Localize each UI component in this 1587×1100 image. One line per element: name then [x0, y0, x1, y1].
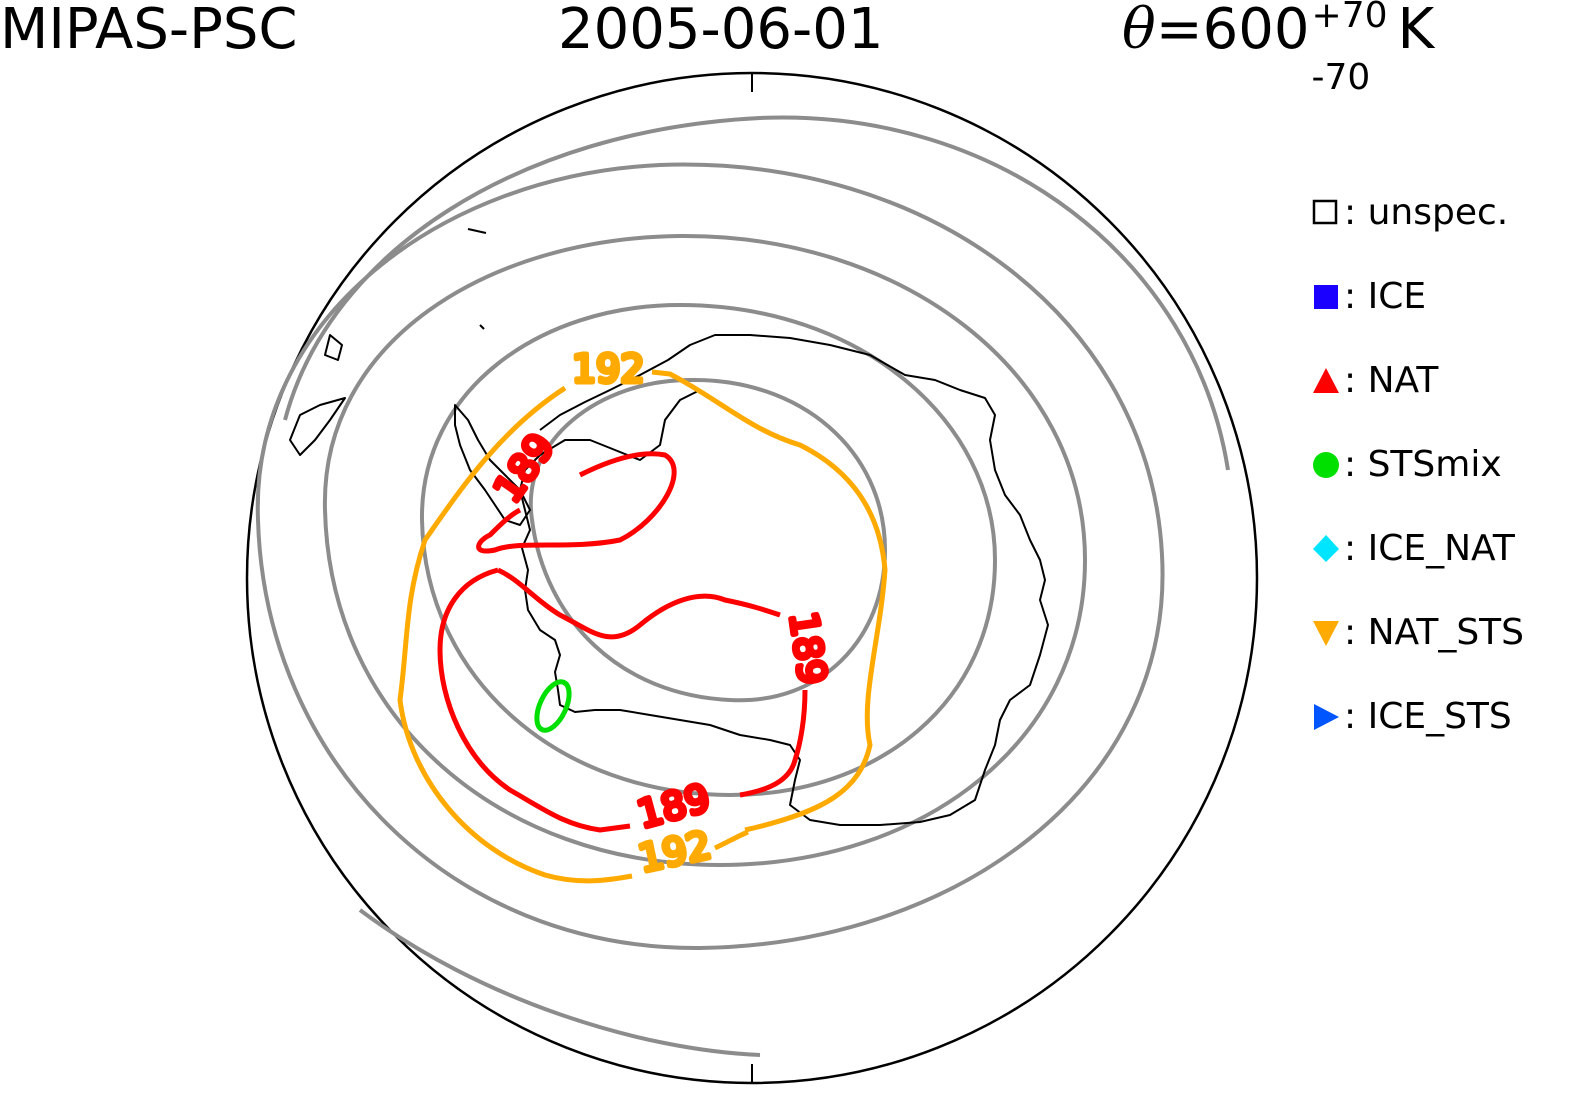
contour-189-lobe — [437, 567, 631, 833]
date-title: 2005-06-01 — [558, 0, 884, 62]
antarctica-coast — [519, 334, 1049, 826]
contour-192-line-a — [651, 369, 888, 833]
legend: : unspec. : ICE : NAT : STSmix : ICE_NAT — [1308, 190, 1583, 778]
square-marker-icon — [1314, 285, 1338, 309]
contour-192-line-c — [713, 829, 749, 851]
contour-192: 192 192 — [397, 345, 888, 884]
legend-label-unspec: : unspec. — [1344, 192, 1509, 233]
legend-item-stsmix: : STSmix — [1308, 442, 1583, 526]
theta-sup: +70 — [1311, 0, 1388, 36]
theta-range: +70 -70 — [1310, 0, 1390, 96]
legend-item-ice-sts: : ICE_STS — [1308, 694, 1583, 778]
legend-item-nat-sts: : NAT_STS — [1308, 610, 1583, 694]
sts-patch — [534, 679, 572, 733]
legend-item-unspec: : unspec. — [1308, 190, 1583, 274]
gray-contour-outer-arc — [358, 908, 761, 1057]
theta-symbol: θ — [1122, 0, 1156, 62]
gray-contour-2 — [419, 302, 998, 798]
coastline — [289, 228, 1049, 826]
circle-marker-icon — [1313, 452, 1339, 478]
legend-item-ice-nat: : ICE_NAT — [1308, 526, 1583, 610]
theta-value: =600 — [1155, 0, 1310, 62]
contour-189-ring — [476, 451, 677, 554]
island-1 — [467, 228, 487, 234]
contour-189: 189 189 189 — [437, 423, 837, 839]
contour-192-label-top: 192 — [572, 347, 645, 391]
legend-label-nat-sts: : NAT_STS — [1344, 612, 1525, 653]
gray-contour-3 — [322, 233, 1088, 868]
triangle-up-marker-icon — [1313, 368, 1339, 393]
theta-unit: K — [1397, 0, 1435, 62]
theta-title: θ=600 +70 -70 K — [1122, 0, 1435, 96]
gray-contour-5 — [283, 115, 1230, 471]
gray-contour-4 — [255, 162, 1165, 951]
contour-189-arm — [496, 567, 781, 640]
map-boundary — [245, 71, 1259, 1085]
contour-189-right — [739, 689, 808, 798]
background-contours — [255, 115, 1230, 1057]
island-2 — [479, 324, 485, 330]
legend-label-nat: : NAT — [1344, 360, 1439, 401]
triangle-right-marker-icon — [1314, 704, 1339, 730]
peninsula-coast — [454, 404, 531, 526]
contour-192-line-b — [397, 385, 633, 884]
legend-label-ice-nat: : ICE_NAT — [1344, 528, 1515, 569]
product-title: MIPAS-PSC — [0, 0, 298, 62]
contour-189-label-left: 189 — [485, 426, 563, 511]
theta-sub: -70 — [1311, 57, 1371, 98]
open-square-marker-icon — [1312, 199, 1338, 225]
legend-label-ice-sts: : ICE_STS — [1344, 696, 1512, 737]
legend-label-ice: : ICE — [1344, 276, 1427, 317]
triangle-down-marker-icon — [1313, 621, 1339, 646]
legend-item-ice: : ICE — [1308, 274, 1583, 358]
gray-contour-inner — [528, 377, 888, 703]
legend-item-nat: : NAT — [1308, 358, 1583, 442]
new-zealand-coast — [289, 334, 346, 456]
contour-189-label-right: 189 — [781, 609, 835, 687]
legend-label-stsmix: : STSmix — [1344, 444, 1502, 485]
diamond-marker-icon — [1313, 535, 1339, 562]
